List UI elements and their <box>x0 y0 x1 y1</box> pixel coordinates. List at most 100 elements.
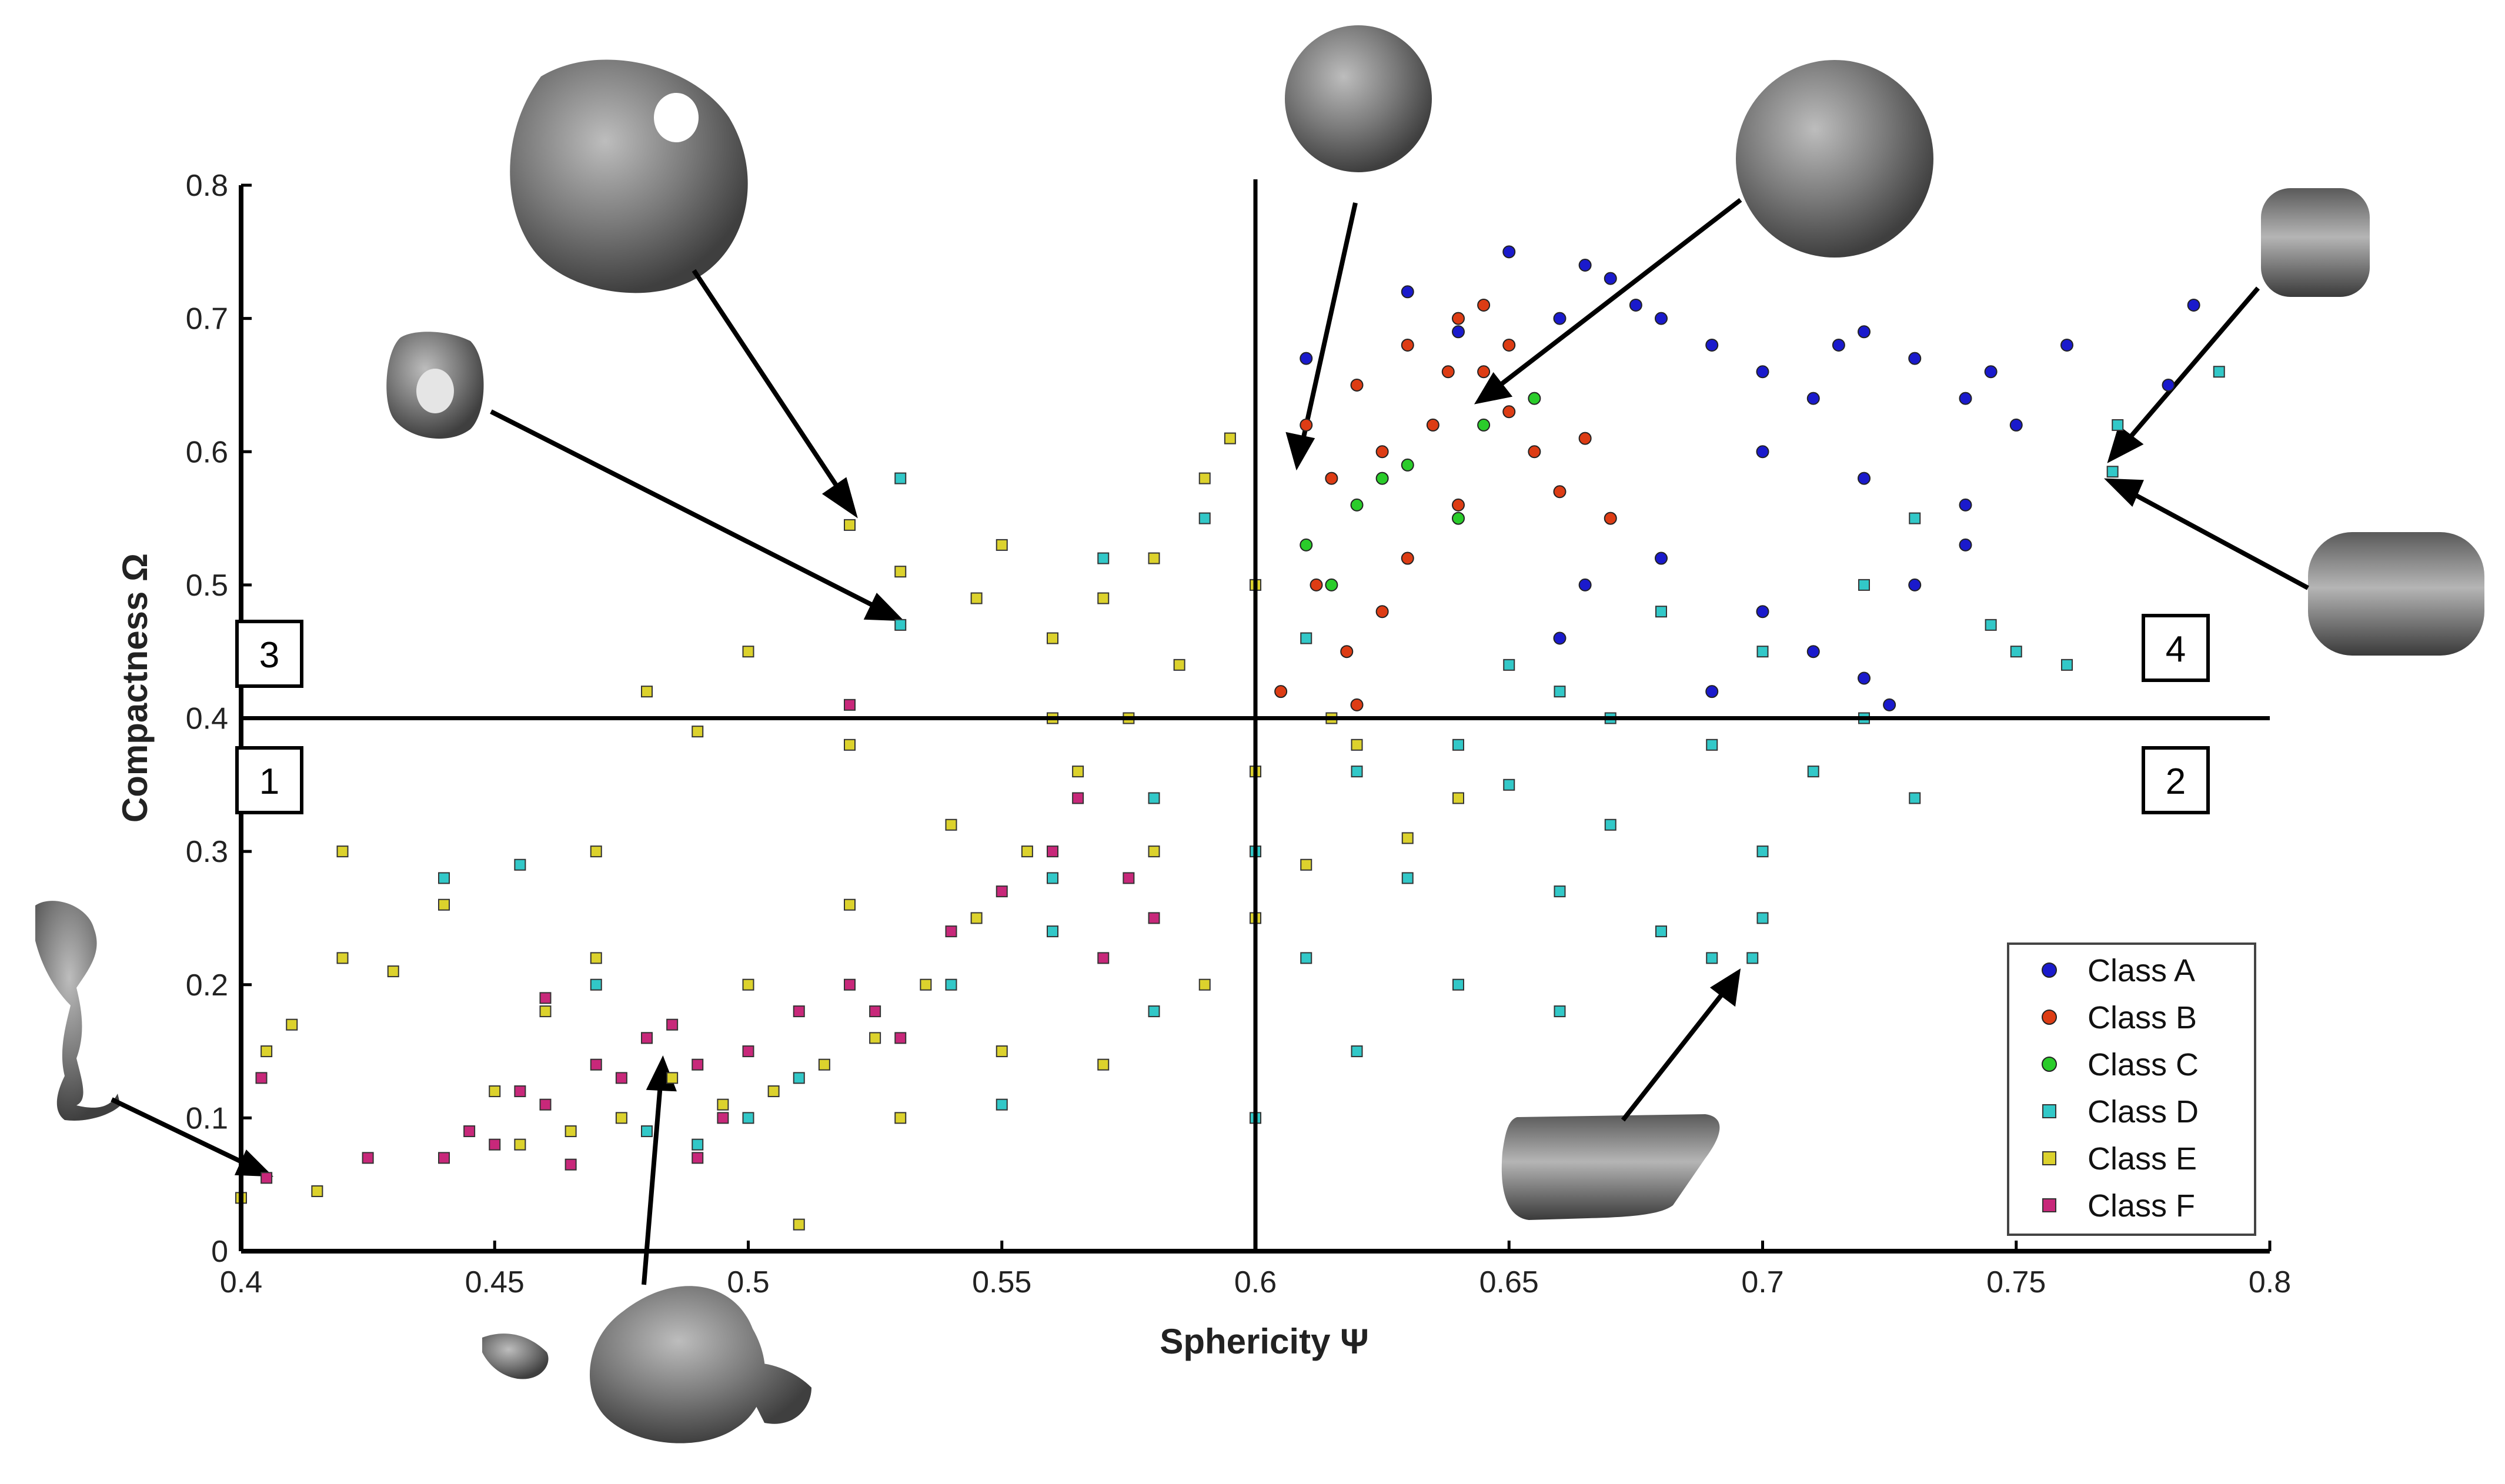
data-point-class-f <box>844 978 856 991</box>
data-point-class-f <box>1123 872 1135 884</box>
legend-label: Class C <box>2088 1047 2199 1082</box>
data-point-class-b <box>1274 685 1288 698</box>
data-point-class-e <box>1097 1058 1110 1071</box>
data-point-class-f <box>742 1045 754 1058</box>
data-point-class-d <box>1554 686 1566 698</box>
data-point-class-d <box>1148 1005 1160 1018</box>
short-cylinder-image <box>2261 188 2370 297</box>
data-point-class-d <box>1985 619 1997 631</box>
data-point-class-a <box>1908 352 1922 365</box>
data-point-class-b <box>1350 378 1364 392</box>
legend-label: Class F <box>2088 1188 2195 1224</box>
data-point-class-e <box>1047 632 1058 644</box>
data-point-class-e <box>539 1005 552 1018</box>
data-point-class-b <box>1477 298 1491 312</box>
data-point-class-e <box>945 818 957 831</box>
data-point-class-b <box>1502 405 1516 419</box>
data-point-class-e <box>767 1085 780 1098</box>
data-point-class-b <box>1401 338 1414 352</box>
data-point-class-a <box>2187 298 2200 312</box>
data-point-class-d <box>1655 925 1667 938</box>
x-tick-label: 0.6 <box>1234 1265 1277 1299</box>
legend-marker <box>2042 1151 2056 1165</box>
data-point-class-f <box>692 1152 704 1164</box>
data-point-class-e <box>1401 832 1414 844</box>
data-point-class-d <box>1047 925 1058 938</box>
data-point-class-a <box>1300 352 1313 365</box>
data-point-class-e <box>844 519 856 531</box>
data-point-class-e <box>996 1045 1008 1058</box>
data-point-class-d <box>1909 512 1921 524</box>
data-point-class-e <box>1198 472 1211 484</box>
data-point-class-b <box>1477 365 1491 379</box>
data-point-class-d <box>1503 659 1515 671</box>
data-point-class-b <box>1350 698 1364 711</box>
data-point-class-c <box>1528 392 1541 405</box>
x-tick-label: 0.4 <box>220 1265 262 1299</box>
data-point-class-d <box>692 1138 704 1151</box>
y-axis-title: Compactness Ω <box>115 553 155 823</box>
data-point-class-e <box>970 592 983 604</box>
data-point-class-d <box>1554 885 1566 898</box>
data-point-class-e <box>1148 845 1160 858</box>
porous-particle-hole-image <box>654 93 699 142</box>
annotation-arrows <box>111 198 2309 1285</box>
arrow-long-cylinder <box>2116 483 2309 590</box>
arrowhead-long-cylinder <box>2103 478 2144 507</box>
data-point-class-a <box>1578 258 1592 272</box>
data-point-class-a <box>1984 365 1998 379</box>
data-point-class-e <box>742 978 754 991</box>
data-point-class-d <box>1807 766 1819 778</box>
legend-marker <box>2042 962 2057 978</box>
legend-label: Class A <box>2088 953 2195 988</box>
y-tick-label: 0.4 <box>186 702 228 736</box>
data-point-class-f <box>641 1032 653 1044</box>
data-point-class-e <box>742 646 754 658</box>
data-point-class-e <box>692 726 704 738</box>
data-point-class-e <box>438 898 450 911</box>
quadrant-box <box>2142 746 2210 814</box>
data-point-class-f <box>844 698 856 711</box>
data-point-class-d <box>1503 778 1515 791</box>
data-point-class-e <box>260 1045 273 1058</box>
data-point-class-c <box>1375 472 1389 485</box>
legend-marker <box>2042 1010 2057 1025</box>
legend-marker <box>2042 1104 2056 1118</box>
data-point-class-d <box>1300 632 1312 644</box>
arrow-porous-particle <box>692 269 852 507</box>
data-point-class-a <box>1502 245 1516 259</box>
data-point-class-b <box>1502 338 1516 352</box>
legend-label: Class E <box>2088 1141 2197 1176</box>
data-point-class-c <box>1350 498 1364 512</box>
data-point-class-b <box>1578 432 1592 445</box>
data-point-class-e <box>1097 592 1110 604</box>
data-point-class-d <box>945 978 957 991</box>
quadrant-box <box>2142 614 2210 682</box>
data-point-class-b <box>1528 445 1541 459</box>
data-point-class-d <box>2106 466 2119 478</box>
data-point-class-e <box>336 952 349 964</box>
data-point-class-f <box>1097 952 1110 964</box>
y-tick-label: 0.5 <box>186 569 228 603</box>
data-point-class-e <box>1021 845 1033 858</box>
data-point-class-d <box>1756 845 1769 858</box>
data-point-class-d <box>1097 552 1110 564</box>
data-point-class-e <box>793 1218 805 1231</box>
quadrant-label: 2 <box>2166 761 2186 802</box>
data-point-class-b <box>1375 605 1389 619</box>
data-point-class-b <box>1452 498 1465 512</box>
data-point-class-d <box>2010 646 2022 658</box>
legend-label: Class B <box>2088 1000 2197 1035</box>
data-point-class-d <box>1746 952 1759 964</box>
data-point-class-d <box>514 858 526 871</box>
data-point-class-d <box>1148 792 1160 804</box>
axis-ticks: 0.4 0.45 0.5 0.55 0.6 0.65 0.7 0.75 0.8 0 0.1 0.2 0.… <box>186 169 2291 1299</box>
data-point-class-f <box>489 1138 501 1151</box>
data-point-class-a <box>1452 325 1465 339</box>
legend-marker <box>2042 1057 2057 1072</box>
data-point-class-e <box>1198 978 1211 991</box>
data-points <box>235 245 2225 1231</box>
data-point-class-e <box>565 1125 577 1138</box>
data-point-class-d <box>1655 606 1667 618</box>
data-point-class-e <box>590 845 602 858</box>
